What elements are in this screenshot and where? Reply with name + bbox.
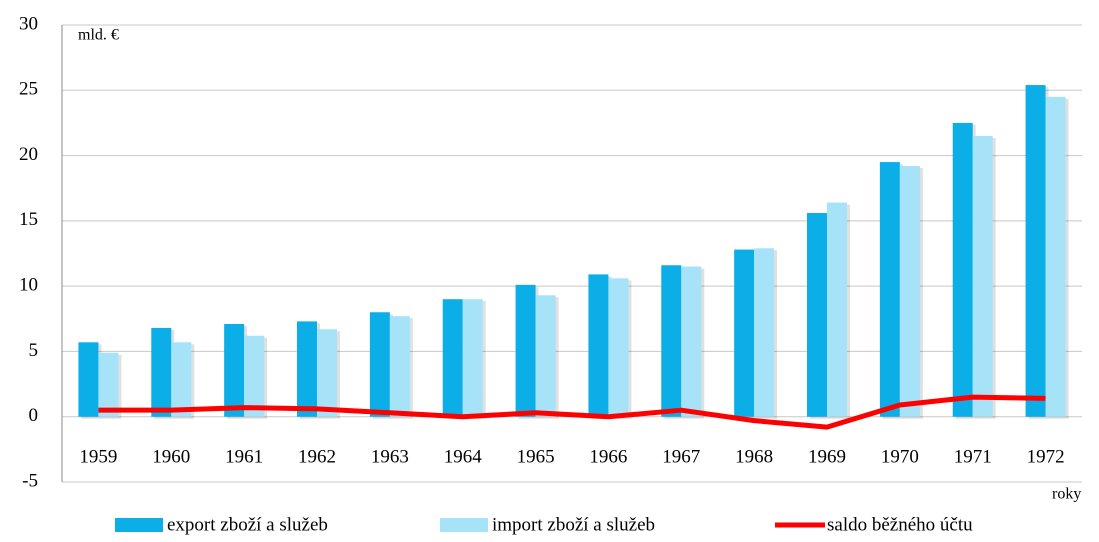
bar: [369, 312, 390, 417]
legend-label: import zboží a služeb: [492, 514, 655, 535]
x-axis-label: roky: [1052, 486, 1081, 503]
legend-swatch: [440, 518, 488, 532]
bar: [754, 248, 775, 417]
bar: [389, 316, 410, 417]
x-tick-label: 1964: [444, 446, 483, 467]
x-tick-label: 1969: [808, 446, 846, 467]
bar: [899, 166, 920, 417]
x-tick-label: 1962: [298, 446, 336, 467]
y-tick-label: 20: [19, 144, 38, 165]
bar: [297, 321, 317, 417]
x-tick-label: 1959: [79, 446, 117, 467]
bar: [661, 265, 682, 417]
bar: [1025, 85, 1046, 417]
x-tick-label: 1970: [881, 446, 919, 467]
bar: [734, 249, 755, 417]
bar: [807, 213, 827, 417]
bar: [681, 266, 702, 417]
bar: [972, 135, 993, 417]
y-tick-label: 5: [29, 340, 39, 361]
x-tick-label: 1965: [517, 446, 555, 467]
legend-label: export zboží a služeb: [167, 514, 328, 535]
bar: [151, 327, 172, 417]
x-tick-label: 1968: [735, 446, 773, 467]
bar: [98, 352, 119, 417]
bar: [535, 295, 556, 417]
bar: [1045, 96, 1066, 417]
x-tick-label: 1966: [589, 446, 627, 467]
y-axis-label: mld. €: [78, 27, 119, 44]
y-tick-label: 30: [19, 13, 38, 34]
legend-swatch: [115, 518, 163, 532]
y-tick-label: 10: [19, 275, 38, 296]
bar: [952, 122, 973, 417]
bar: [879, 162, 900, 417]
bar: [442, 299, 463, 417]
bar: [827, 202, 847, 417]
x-tick-label: 1967: [662, 446, 700, 467]
bar: [224, 324, 245, 417]
bar: [588, 274, 609, 417]
y-tick-label: -5: [22, 470, 38, 491]
y-tick-label: 25: [19, 79, 38, 100]
y-tick-label: 15: [19, 209, 38, 230]
y-tick-label: 0: [29, 405, 39, 426]
bar: [608, 278, 629, 417]
x-tick-label: 1961: [225, 446, 263, 467]
legend-label: saldo běžného účtu: [827, 514, 973, 535]
line: [98, 394, 1046, 430]
bar: [317, 329, 337, 417]
bar: [515, 284, 536, 417]
bar: [78, 342, 99, 417]
x-tick-label: 1963: [371, 446, 409, 467]
x-tick-label: 1972: [1027, 446, 1065, 467]
bar: [244, 335, 265, 417]
bar: [171, 342, 192, 417]
bar: [462, 299, 483, 417]
x-tick-label: 1960: [152, 446, 190, 467]
x-tick-label: 1971: [954, 446, 992, 467]
